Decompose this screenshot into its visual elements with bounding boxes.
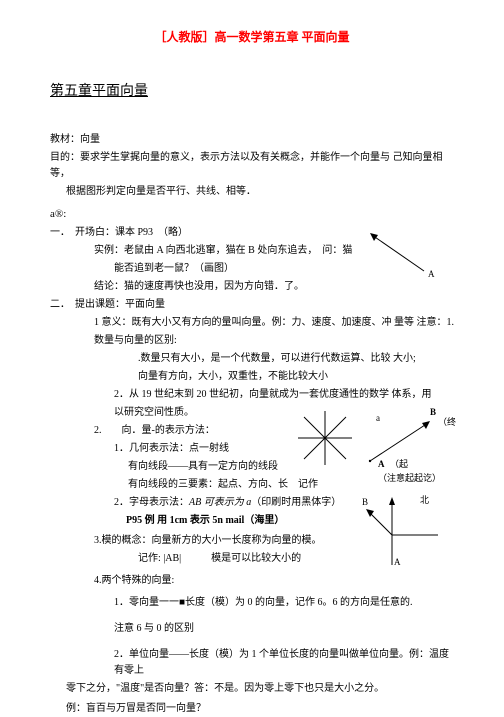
special-4: 例：盲百与万冒是否同一向量？ — [50, 701, 454, 717]
conclusion-line: 结论：猫的速度再快也没用，因为方向错．了。 — [50, 279, 454, 295]
doc-title: ［人教版］高一数学第五章 平面向量 — [50, 28, 454, 47]
method-4-pre: 2．字母表示法： — [114, 497, 189, 508]
compass-a: A — [394, 555, 401, 569]
arrow-figure-1 — [366, 227, 436, 277]
special-3: 零下之分，"温度"是否向量？答：不是。因为零上零下也只是大小之分。 — [50, 681, 454, 697]
section-2-head: 二． 提出课题：平面向量 — [50, 297, 454, 313]
note-qiqi: （注意起起讫） — [378, 471, 441, 485]
goal-line-2: 根据图形判定向量是否平行、共线、相等． — [50, 184, 454, 200]
def-1e: 2．从 19 世纪末到 20 世纪初，向量就成为一套优度通性的数学 体系，用 — [50, 387, 454, 403]
note-6-0: 注意 6 与 0 的区别 — [50, 621, 454, 637]
goal-line-1: 目的：要求学生掌捤向量的意义，表示方法以及有关概念，并能作一个向量与 己知向量相… — [50, 150, 454, 182]
label-start: （起 — [390, 457, 408, 471]
special-1: 1．零向量一一■长度（模）为 0 的向量，记作 6。6 的方向是任意的. — [50, 595, 454, 611]
star-figure — [290, 403, 360, 473]
chapter-heading: 第五童平面向量 — [50, 81, 454, 103]
label-b-end: B — [430, 405, 436, 419]
def-1b: 数量与向量的区别: — [50, 333, 454, 349]
label-a-1: A — [428, 267, 435, 281]
label-a-lower: a — [376, 411, 380, 425]
def-1c: .数量只有大小，是一个代数量，可以进行代数运算、比较 大小; — [50, 351, 454, 367]
compass-b: B — [362, 495, 368, 509]
north-label: 北 — [420, 493, 429, 507]
special-head: 4.两个特殊的向量: — [50, 573, 454, 589]
method-4-tail: （印刷时用黑体字） — [251, 497, 341, 508]
method-4-italic: AB 可表示为 a — [189, 497, 251, 508]
ar-heading: a®: — [50, 206, 454, 224]
special-2: 2．单位向量——长度（模）为 1 个单位长度的向量叫做单位向量。例：温度有零上 — [50, 647, 454, 679]
label-a-start: A — [378, 457, 385, 471]
def-1a: 1 意义：既有大小又有方向的量叫向量。例：力、速度、加速度、冲 量等 注意：1. — [50, 315, 454, 331]
label-end: （终 — [438, 415, 456, 429]
def-1d: 向量有方向，大小，双重性，不能比较大小 — [50, 369, 454, 385]
compass-figure — [360, 495, 450, 573]
material-line: 教材：向量 — [50, 132, 454, 148]
